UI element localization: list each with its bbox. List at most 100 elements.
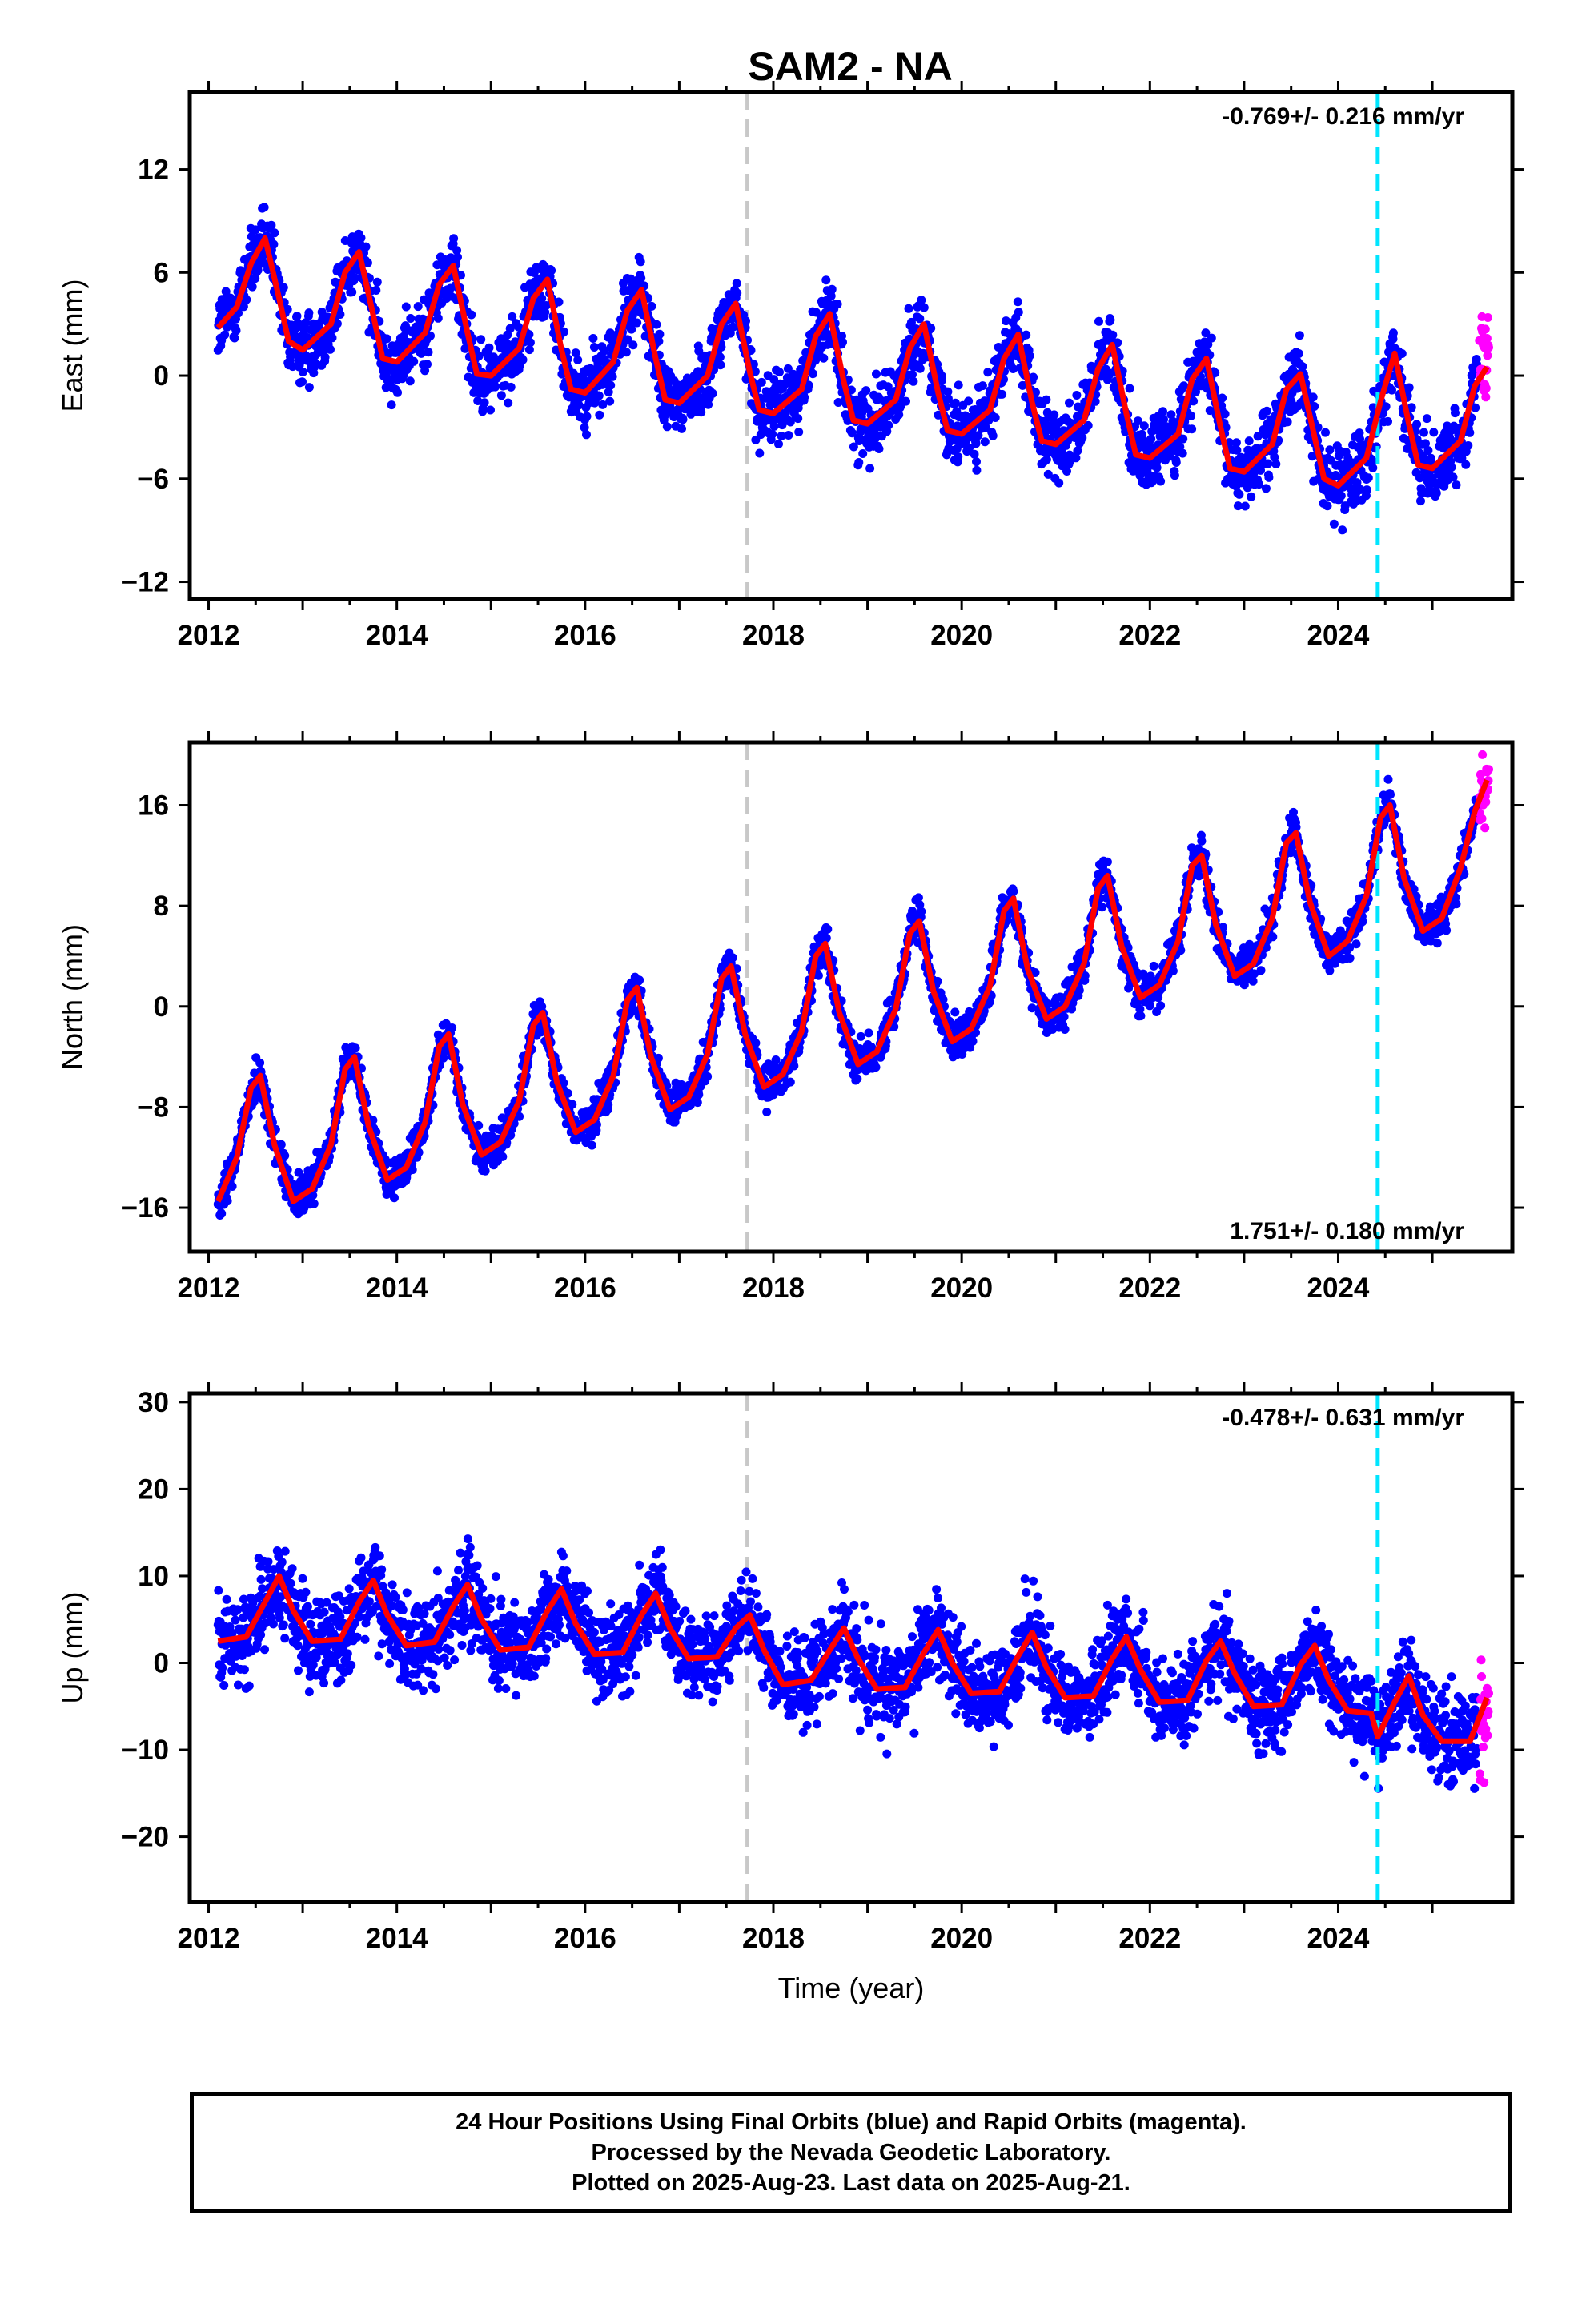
data-point <box>230 333 239 343</box>
data-point <box>1189 396 1199 406</box>
data-point <box>467 310 476 320</box>
data-point <box>1451 408 1460 418</box>
data-point <box>1247 492 1256 501</box>
data-point <box>423 360 432 369</box>
rapid-point <box>1480 324 1490 334</box>
data-point <box>491 382 500 392</box>
data-point <box>223 1196 232 1206</box>
data-point <box>416 348 426 358</box>
data-point <box>755 448 765 458</box>
data-point <box>858 449 868 458</box>
data-point <box>474 1120 484 1130</box>
x-tick-label: 2014 <box>366 620 428 651</box>
data-point <box>884 420 893 430</box>
data-point <box>304 383 314 392</box>
data-point <box>1338 525 1347 535</box>
rapid-point <box>1483 351 1492 360</box>
data-point <box>1146 434 1156 444</box>
data-point <box>505 324 515 333</box>
x-tick-label: 2024 <box>1307 620 1370 651</box>
data-point <box>251 225 260 235</box>
data-point <box>524 345 534 355</box>
data-point <box>253 266 263 275</box>
data-point <box>919 303 929 312</box>
data-point <box>484 343 494 352</box>
data-point <box>540 308 550 317</box>
data-point <box>774 440 783 448</box>
data-point <box>476 335 486 344</box>
data-point <box>1283 417 1292 427</box>
data-point <box>715 352 725 362</box>
data-point <box>677 424 686 433</box>
data-point <box>793 414 803 424</box>
data-point <box>309 1199 319 1208</box>
data-point <box>524 330 534 340</box>
data-point <box>588 334 598 343</box>
rapid-point <box>1483 313 1492 322</box>
data-point <box>751 1039 761 1047</box>
data-point <box>632 318 642 328</box>
data-point <box>1094 316 1103 326</box>
data-point <box>1108 330 1118 340</box>
data-point <box>269 239 279 249</box>
data-point <box>1261 484 1271 493</box>
data-point <box>1156 476 1166 486</box>
data-point <box>954 452 963 461</box>
data-point <box>326 344 335 354</box>
data-point <box>608 372 617 381</box>
data-point <box>351 1043 360 1053</box>
data-point <box>775 368 784 377</box>
data-point <box>694 1090 704 1100</box>
data-point <box>1308 392 1318 402</box>
data-point <box>506 382 516 392</box>
data-point <box>217 1209 227 1218</box>
data-point <box>732 279 741 288</box>
data-point <box>242 295 251 304</box>
data-point <box>504 398 513 408</box>
data-point <box>655 329 665 339</box>
rapid-point <box>1481 384 1491 393</box>
data-point <box>1220 409 1230 419</box>
data-point <box>874 444 884 453</box>
data-point <box>390 1193 399 1203</box>
data-point <box>449 234 459 243</box>
y-axis-label: East (mm) <box>56 279 89 412</box>
data-point <box>372 277 382 287</box>
data-point <box>247 282 257 292</box>
data-point <box>1014 308 1023 317</box>
data-point <box>1231 438 1241 448</box>
data-point <box>1412 420 1422 429</box>
data-point <box>1072 391 1082 400</box>
data-point <box>480 398 489 408</box>
data-point <box>708 388 717 398</box>
data-point <box>267 220 276 230</box>
data-point <box>1264 472 1274 482</box>
data-point <box>1187 424 1197 434</box>
data-point <box>970 449 979 459</box>
data-point <box>1321 428 1330 437</box>
data-point <box>518 355 528 364</box>
data-point <box>954 380 963 390</box>
data-point <box>1139 421 1149 431</box>
data-point <box>1323 501 1332 511</box>
data-point <box>636 273 646 283</box>
data-point <box>757 377 766 387</box>
velocity-rate-label: -0.769+/- 0.216 mm/yr <box>1222 103 1464 130</box>
data-point <box>298 377 307 387</box>
data-point <box>703 1072 713 1081</box>
data-point <box>1050 410 1059 420</box>
data-point <box>762 1108 772 1116</box>
data-point <box>1263 459 1273 468</box>
data-point <box>1447 463 1456 472</box>
data-point <box>1404 383 1414 392</box>
data-point <box>231 326 241 336</box>
data-point <box>733 288 742 298</box>
data-point <box>582 430 591 440</box>
data-point <box>283 304 292 314</box>
data-point <box>972 457 981 467</box>
data-point <box>768 429 777 439</box>
data-point <box>823 924 833 934</box>
data-point <box>1271 460 1281 468</box>
data-point <box>901 396 910 406</box>
